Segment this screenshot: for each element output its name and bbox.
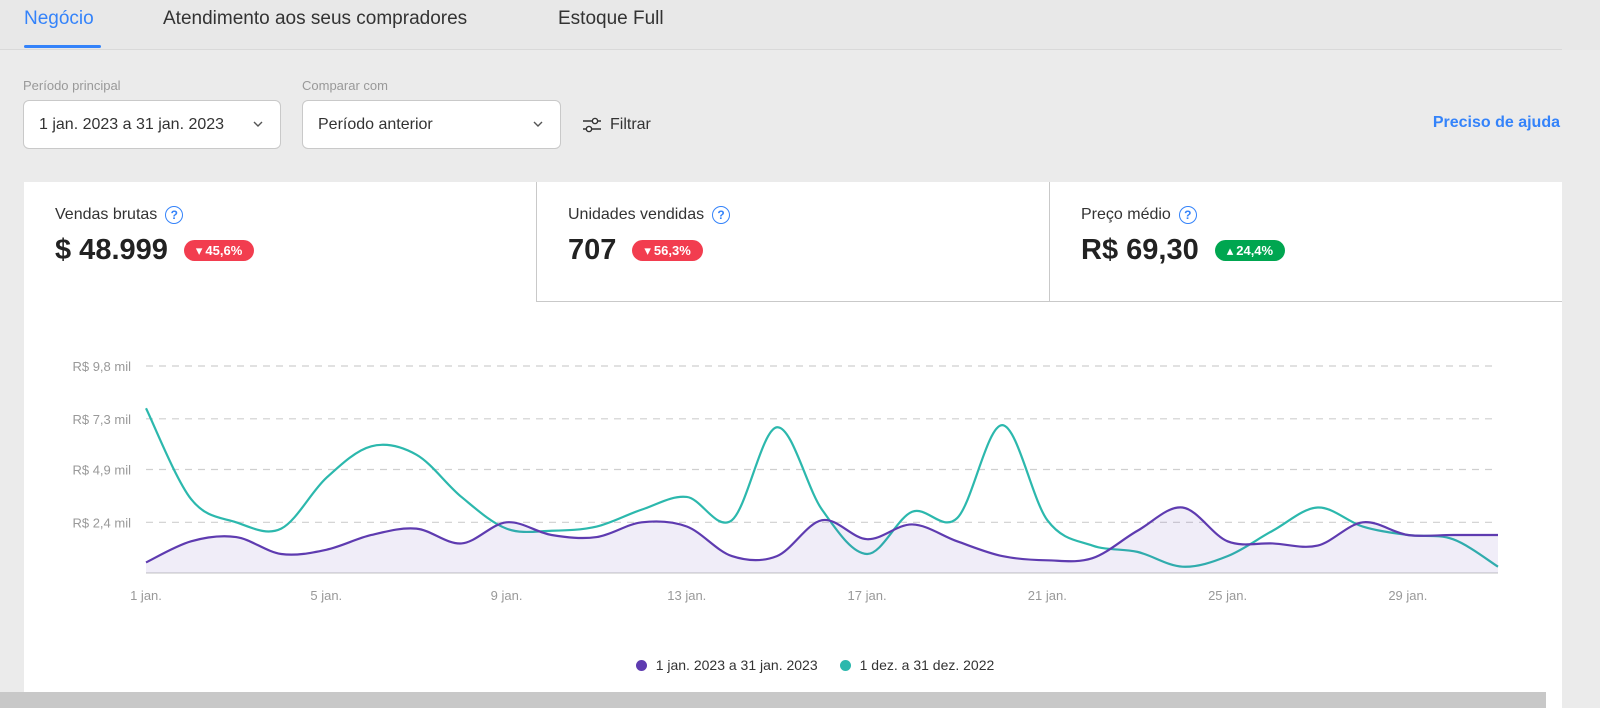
- metric-tab-preco-medio[interactable]: Preço médio ? R$ 69,30 ▴ 24,4%: [1049, 182, 1562, 302]
- x-tick-label: 29 jan.: [1388, 588, 1427, 603]
- help-icon[interactable]: ?: [1178, 206, 1197, 224]
- legend-dot: [839, 659, 851, 671]
- x-tick-label: 25 jan.: [1208, 588, 1247, 603]
- y-tick-label: R$ 2,4 mil: [72, 515, 131, 530]
- chevron-down-icon: [533, 121, 543, 127]
- change-value: 45,6%: [205, 243, 243, 258]
- period-label: Período principal: [23, 78, 121, 93]
- help-icon[interactable]: ?: [712, 206, 731, 224]
- arrow-up-icon: ▴: [1226, 242, 1234, 258]
- metric-value: R$ 69,30: [1081, 234, 1199, 266]
- filter-button-label: Filtrar: [610, 116, 651, 133]
- x-tick-label: 5 jan.: [310, 588, 342, 603]
- series-line-1: [145, 407, 1499, 568]
- x-tick-label: 9 jan.: [491, 588, 523, 603]
- legend-label: 1 jan. 2023 a 31 jan. 2023: [655, 657, 818, 673]
- y-tick-label: R$ 9,8 mil: [72, 359, 131, 374]
- legend-label: 1 dez. a 31 dez. 2022: [859, 657, 995, 673]
- compare-select[interactable]: Período anterior: [302, 100, 561, 149]
- legend-item-previous[interactable]: 1 dez. a 31 dez. 2022: [839, 657, 995, 673]
- x-tick-label: 17 jan.: [848, 588, 887, 603]
- help-icon[interactable]: ?: [165, 206, 184, 224]
- filter-sliders-icon: [583, 117, 601, 133]
- tab-negocio[interactable]: Negócio: [24, 8, 94, 29]
- metric-tab-unidades-vendidas[interactable]: Unidades vendidas ? 707 ▾ 56,3%: [536, 182, 1049, 302]
- y-tick-label: R$ 7,3 mil: [72, 412, 131, 427]
- help-link[interactable]: Preciso de ajuda: [1432, 114, 1560, 131]
- metric-title: Vendas brutas ?: [55, 206, 184, 224]
- tab-bar: Negócio Atendimento aos seus compradores…: [0, 0, 1600, 50]
- legend-dot: [635, 659, 647, 671]
- compare-label: Comparar com: [302, 78, 388, 93]
- x-tick-label: 13 jan.: [667, 588, 706, 603]
- arrow-down-icon: ▾: [195, 242, 203, 258]
- sales-line-chart: R$ 9,8 mil R$ 7,3 mil R$ 4,9 mil R$ 2,4 mil…: [72, 359, 1499, 603]
- metric-title: Preço médio ?: [1081, 206, 1197, 224]
- tab-estoque-full[interactable]: Estoque Full: [558, 8, 664, 29]
- tab-divider: [0, 49, 1562, 50]
- chevron-down-icon: [253, 121, 263, 127]
- period-select[interactable]: 1 jan. 2023 a 31 jan. 2023: [23, 100, 281, 149]
- legend-item-current[interactable]: 1 jan. 2023 a 31 jan. 2023: [635, 657, 818, 673]
- period-select-value: 1 jan. 2023 a 31 jan. 2023: [39, 115, 225, 133]
- x-tick-label: 21 jan.: [1028, 588, 1067, 603]
- change-badge: ▴ 24,4%: [1214, 240, 1286, 261]
- series-area-0: [146, 507, 1498, 573]
- series-line-0: [145, 506, 1499, 564]
- metric-title-text: Unidades vendidas: [568, 206, 705, 223]
- metric-value: 707: [568, 234, 617, 266]
- metric-value: $ 48.999: [55, 234, 168, 266]
- x-tick-label: 1 jan.: [130, 588, 162, 603]
- horizontal-scrollbar[interactable]: [0, 692, 1546, 708]
- metric-tab-vendas-brutas[interactable]: Vendas brutas ? $ 48.999 ▾ 45,6%: [24, 182, 536, 302]
- chart-legend: 1 jan. 2023 a 31 jan. 2023 1 dez. a 31 d…: [0, 657, 1600, 673]
- metric-title: Unidades vendidas ?: [568, 206, 731, 224]
- change-badge: ▾ 56,3%: [632, 240, 703, 261]
- change-value: 56,3%: [653, 243, 691, 258]
- tab-atendimento[interactable]: Atendimento aos seus compradores: [163, 8, 468, 29]
- filter-button[interactable]: Filtrar: [582, 112, 651, 138]
- metric-title-text: Vendas brutas: [55, 206, 158, 223]
- arrow-down-icon: ▾: [644, 242, 651, 258]
- change-badge: ▾ 45,6%: [183, 240, 255, 261]
- y-tick-label: R$ 4,9 mil: [72, 463, 131, 478]
- change-value: 24,4%: [1236, 243, 1274, 258]
- active-tab-indicator: [24, 45, 101, 48]
- compare-select-value: Período anterior: [318, 115, 433, 133]
- metric-title-text: Preço médio: [1081, 206, 1171, 223]
